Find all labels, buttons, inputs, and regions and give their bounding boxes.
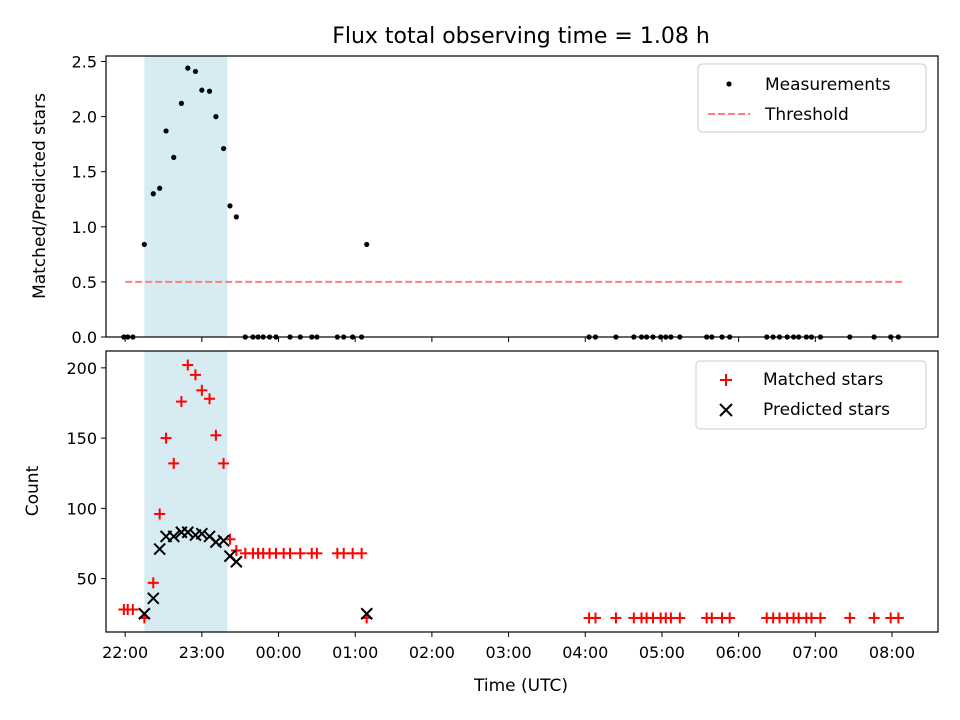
predicted-star-point	[217, 534, 230, 547]
x-tick-label: 22:00	[102, 643, 148, 662]
matched-star-point	[892, 612, 904, 624]
measurement-point	[220, 145, 227, 152]
measurement-point	[364, 241, 370, 248]
bottom-panel-span	[144, 351, 228, 632]
x-tick-label: 23:00	[179, 643, 225, 662]
matched-star-point	[210, 429, 222, 441]
predicted-star-point	[195, 527, 209, 540]
chart-title: Flux total observing time = 1.08 h	[332, 24, 710, 49]
top-panel-yticks: 0.0 0.5 1.0 1.5 2.0 2.5	[72, 53, 106, 347]
y-tick-label: 0.5	[72, 273, 97, 292]
legend-predicted-label: Predicted stars	[763, 400, 890, 420]
x-tick-label: 00:00	[255, 643, 301, 662]
matched-star-point	[154, 508, 166, 520]
top-y-axis-label: Matched/Predicted stars	[30, 93, 50, 299]
legend-predicted-marker	[719, 403, 733, 417]
predicted-star-point	[181, 526, 195, 539]
matched-star-point	[868, 612, 880, 624]
bottom-y-axis-label: Count	[23, 465, 43, 516]
measurement-point	[157, 185, 163, 191]
top-legend-box	[697, 63, 927, 133]
top-panel: 0.0 0.5 1.0 1.5 2.0 2.5 Matched/Predicted sta…	[30, 53, 939, 347]
bottom-panel-yticks: 50 100 150 200	[66, 359, 106, 589]
matched-star-point	[196, 384, 208, 396]
matched-star-point	[589, 612, 601, 624]
predicted-star-point	[153, 542, 166, 556]
y-tick-label: 1.0	[72, 218, 97, 237]
bottom-panel: 50 100 150 200 22:00 23:00 00:00 01:00 02:00 03:…	[23, 350, 939, 696]
x-tick-label: 01:00	[332, 643, 378, 662]
legend-matched-label: Matched stars	[763, 370, 883, 390]
x-tick-label: 03:00	[486, 643, 532, 662]
bottom-panel-xticks: 22:00 23:00 00:00 01:00 02:00 03:00 04:00 05:00…	[102, 632, 915, 662]
y-tick-label: 50	[77, 570, 97, 589]
matched-star-point	[284, 547, 296, 559]
predicted-star-point	[360, 607, 373, 620]
matched-star-point	[610, 612, 622, 624]
legend-measurements-marker	[726, 81, 732, 87]
matched-star-point	[175, 396, 187, 408]
bottom-panel-marks	[118, 359, 904, 624]
bottom-panel-frame	[105, 350, 939, 633]
matched-star-point	[127, 604, 139, 616]
predicted-star-point	[147, 592, 160, 605]
predicted-star-point	[230, 555, 243, 568]
measurement-point	[192, 68, 199, 75]
matched-star-point	[294, 547, 306, 559]
measurement-point	[171, 154, 177, 160]
top-panel-span	[144, 56, 228, 337]
x-tick-label: 04:00	[562, 643, 608, 662]
measurement-point	[213, 114, 219, 120]
bottom-legend: Matched stars Predicted stars	[695, 360, 927, 430]
top-panel-frame	[105, 55, 939, 338]
x-tick-label: 05:00	[639, 643, 685, 662]
measurement-point	[150, 191, 156, 197]
top-panel-xticks	[124, 337, 893, 342]
matched-star-point	[204, 393, 216, 405]
top-legend: Measurements Threshold	[697, 63, 927, 133]
matched-star-point	[814, 612, 826, 624]
y-tick-label: 2.0	[72, 108, 97, 127]
y-tick-label: 200	[66, 359, 97, 378]
matched-star-point	[168, 457, 180, 469]
x-tick-label: 06:00	[716, 643, 762, 662]
measurement-point	[233, 214, 239, 220]
measurement-point	[163, 128, 169, 134]
matched-star-point	[218, 457, 230, 469]
legend-measurements-label: Measurements	[765, 75, 891, 95]
x-tick-label: 08:00	[869, 643, 915, 662]
matched-star-point	[189, 369, 201, 381]
measurement-point	[227, 203, 233, 209]
legend-threshold-label: Threshold	[764, 105, 849, 125]
predicted-star-point	[138, 607, 151, 620]
matched-star-point	[706, 612, 718, 624]
matched-star-point	[311, 547, 323, 559]
matched-star-point	[356, 547, 368, 559]
y-tick-label: 0.0	[72, 328, 97, 347]
measurement-point	[141, 241, 147, 248]
matched-star-point	[230, 545, 242, 557]
measurement-point	[178, 100, 185, 106]
matched-star-point	[160, 432, 172, 444]
matched-star-point	[674, 612, 686, 624]
y-tick-label: 150	[66, 429, 97, 448]
bottom-legend-box	[695, 360, 927, 430]
measurement-point	[206, 88, 213, 94]
predicted-star-point	[167, 530, 180, 543]
matched-star-point	[844, 612, 856, 624]
x-tick-label: 02:00	[409, 643, 455, 662]
matched-star-point	[182, 359, 194, 371]
y-tick-label: 100	[66, 499, 97, 518]
y-tick-label: 2.5	[72, 53, 97, 72]
measurement-point	[199, 87, 205, 93]
measurement-point	[185, 65, 191, 71]
legend-matched-marker	[720, 374, 732, 386]
y-tick-label: 1.5	[72, 163, 97, 182]
matched-star-point	[147, 577, 159, 589]
matched-star-point	[724, 612, 736, 624]
x-tick-label: 07:00	[792, 643, 838, 662]
x-axis-label: Time (UTC)	[473, 676, 568, 696]
